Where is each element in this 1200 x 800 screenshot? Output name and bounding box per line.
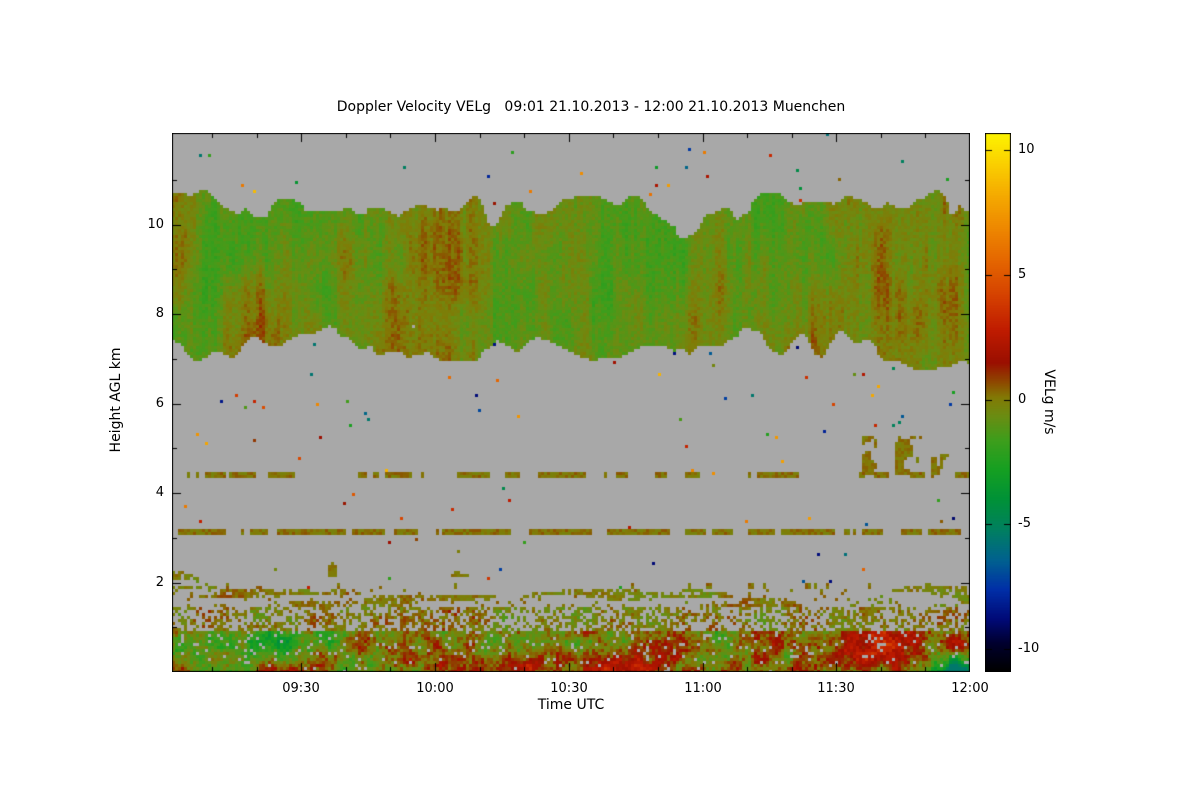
- colorbar-tick-label: 10: [1018, 142, 1035, 157]
- colorbar-tick-label: 5: [1018, 267, 1027, 282]
- colorbar-tick-label: -10: [1018, 641, 1040, 656]
- x-tick-label: 12:00: [951, 681, 989, 696]
- chart-title: Doppler Velocity VELg 09:01 21.10.2013 -…: [336, 99, 846, 115]
- y-tick-label: 6: [155, 396, 164, 411]
- colorbar-tick-label: 0: [1018, 392, 1027, 407]
- x-tick-label: 11:30: [817, 681, 855, 696]
- y-tick-label: 4: [155, 485, 164, 500]
- y-tick-label: 10: [147, 217, 164, 232]
- colorbar: [985, 133, 1011, 672]
- x-tick-label: 11:00: [684, 681, 722, 696]
- x-tick-label: 09:30: [282, 681, 320, 696]
- x-axis-label: Time UTC: [537, 697, 605, 713]
- colorbar-tick-label: -5: [1018, 516, 1031, 531]
- x-tick-label: 10:30: [550, 681, 588, 696]
- y-tick-label: 8: [155, 306, 164, 321]
- y-tick-label: 2: [155, 575, 164, 590]
- x-tick-label: 10:00: [416, 681, 454, 696]
- heatmap-plot-area: [172, 133, 970, 672]
